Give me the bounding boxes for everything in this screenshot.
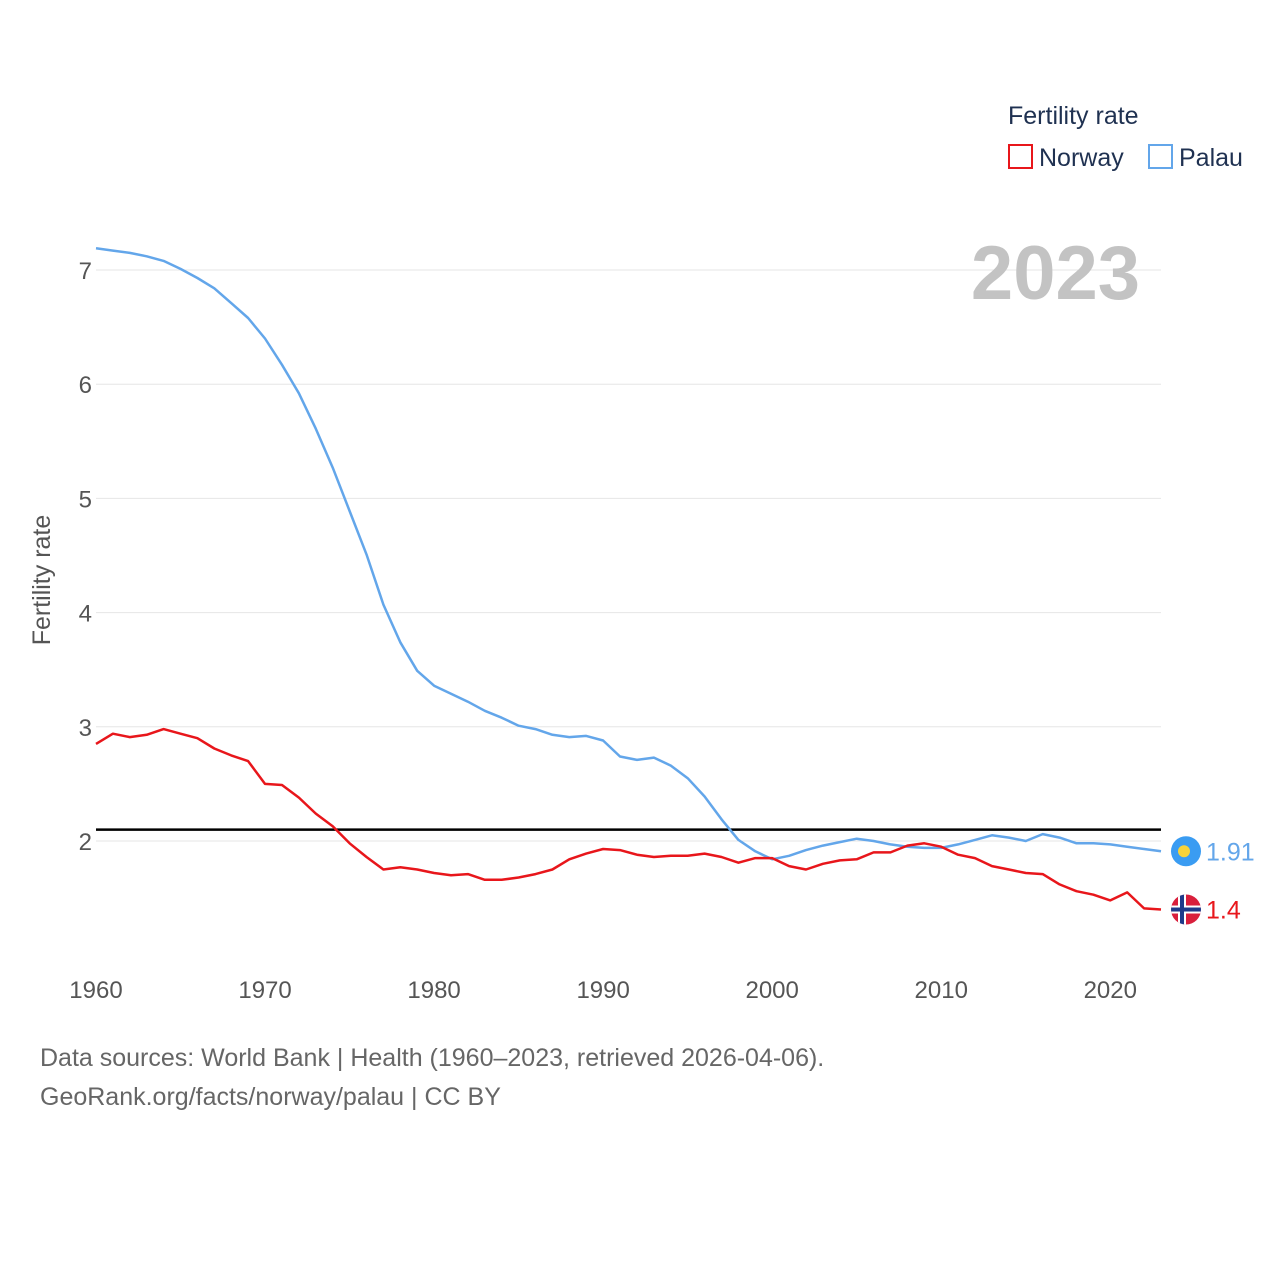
x-tick-1970: 1970 [238, 977, 291, 1004]
y-tick-5: 5 [79, 486, 92, 513]
x-tick-2000: 2000 [745, 977, 798, 1004]
x-tick-2020: 2020 [1084, 977, 1137, 1004]
legend-label-palau[interactable]: Palau [1179, 144, 1243, 172]
footer-credit: GeoRank.org/facts/norway/palau | CC BY [40, 1083, 501, 1111]
palau-flag-icon [1171, 836, 1201, 867]
legend-swatch-palau[interactable] [1148, 144, 1173, 169]
y-axis-label: Fertility rate [28, 515, 56, 646]
end-label-palau: 1.91 [1206, 838, 1255, 866]
legend-label-norway[interactable]: Norway [1039, 144, 1124, 172]
y-tick-4: 4 [79, 601, 92, 628]
y-tick-3: 3 [79, 715, 92, 742]
x-tick-1960: 1960 [69, 977, 122, 1004]
x-axis-ticks: 1960 1970 1980 1990 2000 2010 2020 [69, 977, 1137, 1004]
x-tick-1990: 1990 [576, 977, 629, 1004]
x-tick-1980: 1980 [407, 977, 460, 1004]
series-line-palau[interactable] [95, 247, 1162, 861]
series-end-markers: 1.4 1.91 [1171, 836, 1255, 925]
legend: Fertility rate Norway Palau [1008, 102, 1243, 172]
y-tick-2: 2 [79, 829, 92, 856]
norway-flag-icon [1171, 894, 1201, 925]
gridlines [96, 269, 1161, 842]
year-label: 2023 [971, 231, 1140, 316]
legend-swatch-norway[interactable] [1008, 144, 1033, 169]
y-axis-ticks: 2 3 4 5 6 7 [79, 258, 92, 856]
series-line-norway[interactable] [95, 727, 1162, 911]
end-label-norway: 1.4 [1206, 897, 1241, 925]
y-tick-7: 7 [79, 258, 92, 285]
x-tick-2010: 2010 [915, 977, 968, 1004]
footer-sources: Data sources: World Bank | Health (1960–… [40, 1044, 825, 1072]
legend-title: Fertility rate [1008, 102, 1139, 130]
series-lines [95, 247, 1162, 911]
y-tick-6: 6 [79, 372, 92, 399]
